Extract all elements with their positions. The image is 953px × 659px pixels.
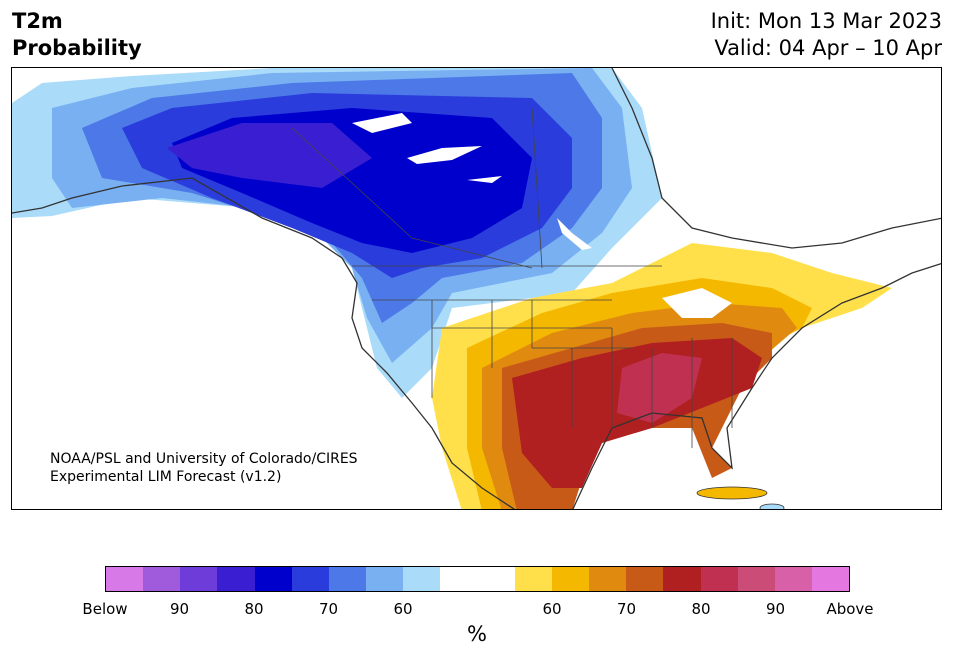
- colorbar-cell: [254, 567, 292, 591]
- colorbar: [105, 566, 850, 592]
- lake-shape: [407, 146, 482, 164]
- title-line-1: T2m: [12, 9, 63, 33]
- lake-shape: [467, 176, 502, 183]
- colorbar-cell: [811, 567, 850, 591]
- colorbar-tick-label: 80: [244, 600, 264, 618]
- colorbar-cell: [774, 567, 812, 591]
- credit-line-2: Experimental LIM Forecast (v1.2): [50, 469, 282, 485]
- map-title: T2m Probability: [12, 8, 142, 62]
- warm-deepest-region: [617, 353, 702, 423]
- cold-deepest-region: [167, 123, 372, 188]
- colorbar-cell: [328, 567, 367, 591]
- colorbar-tick-label: Below: [82, 600, 128, 618]
- colorbar-unit: %: [467, 622, 487, 646]
- colorbar-cell: [514, 567, 552, 591]
- colorbar-cell: [143, 567, 181, 591]
- map-canvas: [12, 68, 941, 509]
- colorbar-tick-label: 80: [691, 600, 711, 618]
- colorbar-cell: [366, 567, 404, 591]
- credit-text: NOAA/PSL and University of Colorado/CIRE…: [50, 450, 358, 486]
- credit-line-1: NOAA/PSL and University of Colorado/CIRE…: [50, 451, 358, 467]
- colorbar-tick-label: Above: [826, 600, 874, 618]
- cuba-island: [696, 486, 768, 500]
- colorbar-cell: [180, 567, 218, 591]
- colorbar-tick-label: 60: [542, 600, 562, 618]
- colorbar-cell: [477, 567, 515, 591]
- colorbar-tick-label: 90: [169, 600, 190, 618]
- colorbar-cell: [291, 567, 329, 591]
- lake-shape: [662, 288, 732, 318]
- colorbar-tick-label: 60: [393, 600, 413, 618]
- coastline: [12, 68, 941, 509]
- colorbar-cell: [551, 567, 590, 591]
- forecast-dates: Init: Mon 13 Mar 2023 Valid: 04 Apr – 10…: [711, 8, 942, 62]
- colorbar-cell: [700, 567, 738, 591]
- init-date: Init: Mon 13 Mar 2023: [710, 9, 942, 33]
- colorbar-cell: [626, 567, 664, 591]
- colorbar-cell: [737, 567, 775, 591]
- colorbar-tick-label: 70: [318, 600, 339, 618]
- colorbar-cell: [217, 567, 255, 591]
- colorbar-tick-label: 70: [616, 600, 637, 618]
- hispaniola-island: [759, 503, 785, 509]
- title-line-2: Probability: [12, 36, 142, 60]
- valid-dates: Valid: 04 Apr – 10 Apr: [714, 36, 942, 60]
- lake-shape: [557, 218, 592, 250]
- colorbar-cell: [663, 567, 701, 591]
- colorbar-cell: [106, 567, 144, 591]
- forecast-map: NOAA/PSL and University of Colorado/CIRE…: [11, 67, 942, 510]
- lake-shape: [352, 113, 412, 133]
- colorbar-tick-label: 90: [765, 600, 786, 618]
- state-borders: [291, 107, 733, 448]
- colorbar-cell: [589, 567, 627, 591]
- colorbar-cell: [440, 567, 478, 591]
- colorbar-cell: [403, 567, 441, 591]
